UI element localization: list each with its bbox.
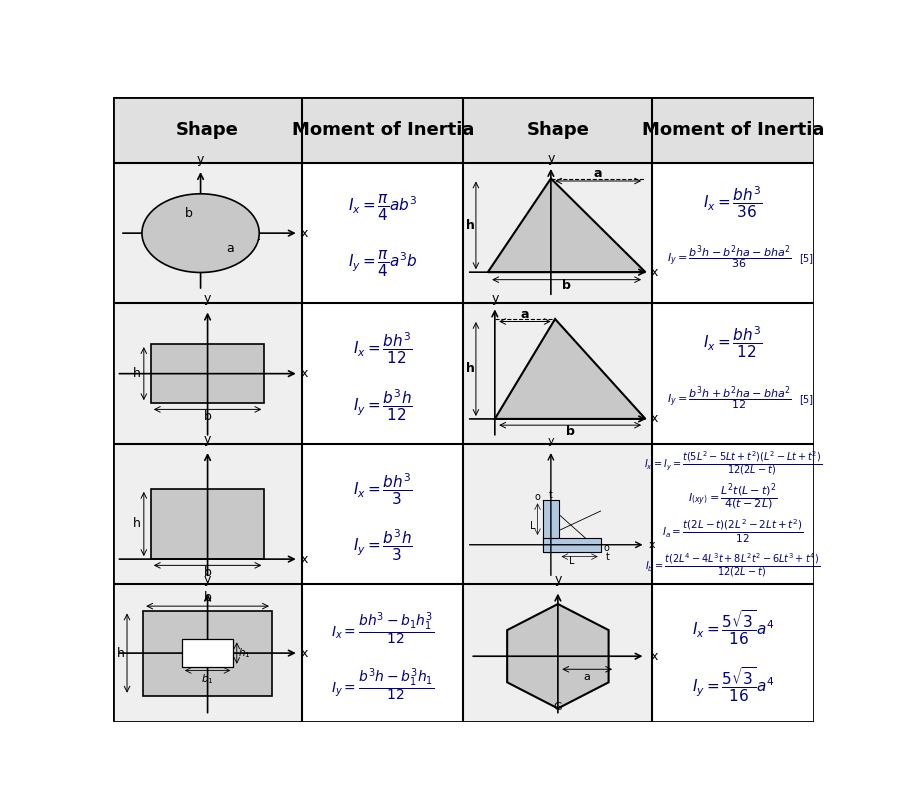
Text: y: y (554, 573, 561, 586)
Text: [5]: [5] (799, 393, 813, 404)
Text: y: y (547, 436, 554, 446)
Text: $I_x = \dfrac{bh^3}{36}$: $I_x = \dfrac{bh^3}{36}$ (703, 184, 762, 220)
Text: $I_{(xy)} = \dfrac{L^2t(L-t)^2}{4(t-2L)}$: $I_{(xy)} = \dfrac{L^2t(L-t)^2}{4(t-2L)}… (687, 482, 777, 513)
Polygon shape (507, 604, 608, 709)
Text: h: h (465, 219, 474, 232)
Text: t: t (605, 551, 609, 562)
Text: b: b (184, 207, 192, 220)
Text: a: a (593, 167, 601, 180)
Text: $I_y = \dfrac{b^3h}{12}$: $I_y = \dfrac{b^3h}{12}$ (352, 387, 412, 423)
Text: y: y (546, 152, 554, 165)
Text: [5]: [5] (799, 253, 813, 263)
Text: o: o (602, 543, 609, 553)
Text: $I_y = \dfrac{b^3h - b^2ha - bha^2}{36}$: $I_y = \dfrac{b^3h - b^2ha - bha^2}{36}$ (666, 244, 791, 272)
Text: a: a (583, 672, 590, 682)
Text: h: h (465, 363, 474, 375)
Bar (652, 97, 813, 163)
Bar (113, 163, 302, 303)
Text: $I_x = \dfrac{5\sqrt{3}}{16}a^4$: $I_x = \dfrac{5\sqrt{3}}{16}a^4$ (691, 609, 774, 647)
Bar (543, 538, 600, 551)
Text: $I_x = \dfrac{\pi}{4}ab^3$: $I_x = \dfrac{\pi}{4}ab^3$ (348, 193, 417, 223)
Bar (652, 303, 813, 444)
Text: x: x (301, 646, 308, 659)
Bar (182, 639, 233, 667)
Text: $I_a = \dfrac{t(2L-t)(2L^2-2Lt+t^2)}{12}$: $I_a = \dfrac{t(2L-t)(2L^2-2Lt+t^2)}{12}… (661, 517, 803, 544)
Bar (302, 585, 463, 722)
Text: $h_1$: $h_1$ (237, 646, 250, 660)
Text: x: x (648, 540, 655, 550)
Text: h: h (117, 646, 125, 659)
Bar (151, 489, 264, 559)
Bar (652, 585, 813, 722)
Text: G: G (553, 702, 562, 712)
Bar (652, 444, 813, 585)
Text: x: x (649, 266, 657, 279)
Text: b: b (562, 280, 571, 293)
Text: $I_x = \dfrac{bh^3}{12}$: $I_x = \dfrac{bh^3}{12}$ (703, 324, 762, 360)
Text: y: y (204, 292, 211, 305)
Text: t: t (548, 491, 553, 500)
Text: h: h (133, 517, 141, 530)
Text: $I_y = \dfrac{b^3h + b^2ha - bha^2}{12}$: $I_y = \dfrac{b^3h + b^2ha - bha^2}{12}$ (666, 384, 791, 413)
Bar (302, 163, 463, 303)
Text: L: L (569, 556, 574, 566)
Text: y: y (204, 433, 211, 446)
Text: Shape: Shape (176, 121, 238, 139)
Polygon shape (488, 178, 645, 272)
Bar (113, 585, 302, 722)
Bar (463, 585, 652, 722)
Bar (652, 163, 813, 303)
Text: L: L (529, 521, 535, 531)
Bar (143, 611, 272, 696)
Text: $I_b = \dfrac{t(2L^4-4L^3t+8L^2t^2-6Lt^3+t^4)}{12(2L-t)}$: $I_b = \dfrac{t(2L^4-4L^3t+8L^2t^2-6Lt^3… (645, 551, 820, 579)
Text: a: a (226, 242, 234, 255)
Bar (113, 303, 302, 444)
Text: Moment of Inertia: Moment of Inertia (292, 121, 473, 139)
Text: $I_y = \dfrac{b^3h - b_1^3h_1}{12}$: $I_y = \dfrac{b^3h - b_1^3h_1}{12}$ (330, 666, 434, 703)
Text: $I_x = \dfrac{bh^3 - b_1h_1^3}{12}$: $I_x = \dfrac{bh^3 - b_1h_1^3}{12}$ (330, 610, 434, 646)
Text: Moment of Inertia: Moment of Inertia (641, 121, 824, 139)
Text: y: y (490, 292, 498, 305)
Text: b: b (203, 410, 211, 423)
Text: $I_y = \dfrac{\pi}{4}a^3b$: $I_y = \dfrac{\pi}{4}a^3b$ (348, 250, 417, 279)
Text: $I_y = \dfrac{5\sqrt{3}}{16}a^4$: $I_y = \dfrac{5\sqrt{3}}{16}a^4$ (691, 665, 774, 704)
Text: b: b (203, 566, 211, 579)
Text: a: a (520, 307, 528, 320)
Text: y: y (197, 153, 204, 166)
Bar (463, 163, 652, 303)
Ellipse shape (142, 194, 259, 272)
Text: $I_x = \dfrac{bh^3}{12}$: $I_x = \dfrac{bh^3}{12}$ (352, 331, 412, 367)
Bar (463, 444, 652, 585)
Bar (151, 344, 264, 403)
Bar (463, 303, 652, 444)
Bar (302, 97, 463, 163)
Text: x: x (301, 552, 308, 565)
Polygon shape (494, 319, 645, 419)
Text: $b_1$: $b_1$ (201, 672, 214, 685)
Bar (463, 97, 652, 163)
Bar (302, 444, 463, 585)
Text: b: b (203, 591, 211, 604)
Text: x: x (301, 226, 308, 239)
Text: $I_x = \dfrac{bh^3}{3}$: $I_x = \dfrac{bh^3}{3}$ (352, 471, 412, 507)
Text: b: b (565, 425, 574, 438)
Bar (113, 444, 302, 585)
Text: x: x (649, 413, 657, 426)
Text: o: o (534, 492, 540, 502)
Bar (543, 500, 558, 551)
Text: y: y (204, 573, 211, 586)
Text: x: x (301, 367, 308, 380)
Text: Shape: Shape (526, 121, 589, 139)
Text: $I_y = \dfrac{b^3h}{3}$: $I_y = \dfrac{b^3h}{3}$ (352, 528, 412, 563)
Bar (113, 97, 302, 163)
Bar (302, 303, 463, 444)
Text: h: h (133, 367, 141, 380)
Text: $I_x = I_y = \dfrac{t(5L^2-5Lt+t^2)(L^2-Lt+t^2)}{12(2L-t)}$: $I_x = I_y = \dfrac{t(5L^2-5Lt+t^2)(L^2-… (643, 449, 822, 477)
Text: x: x (650, 650, 657, 663)
